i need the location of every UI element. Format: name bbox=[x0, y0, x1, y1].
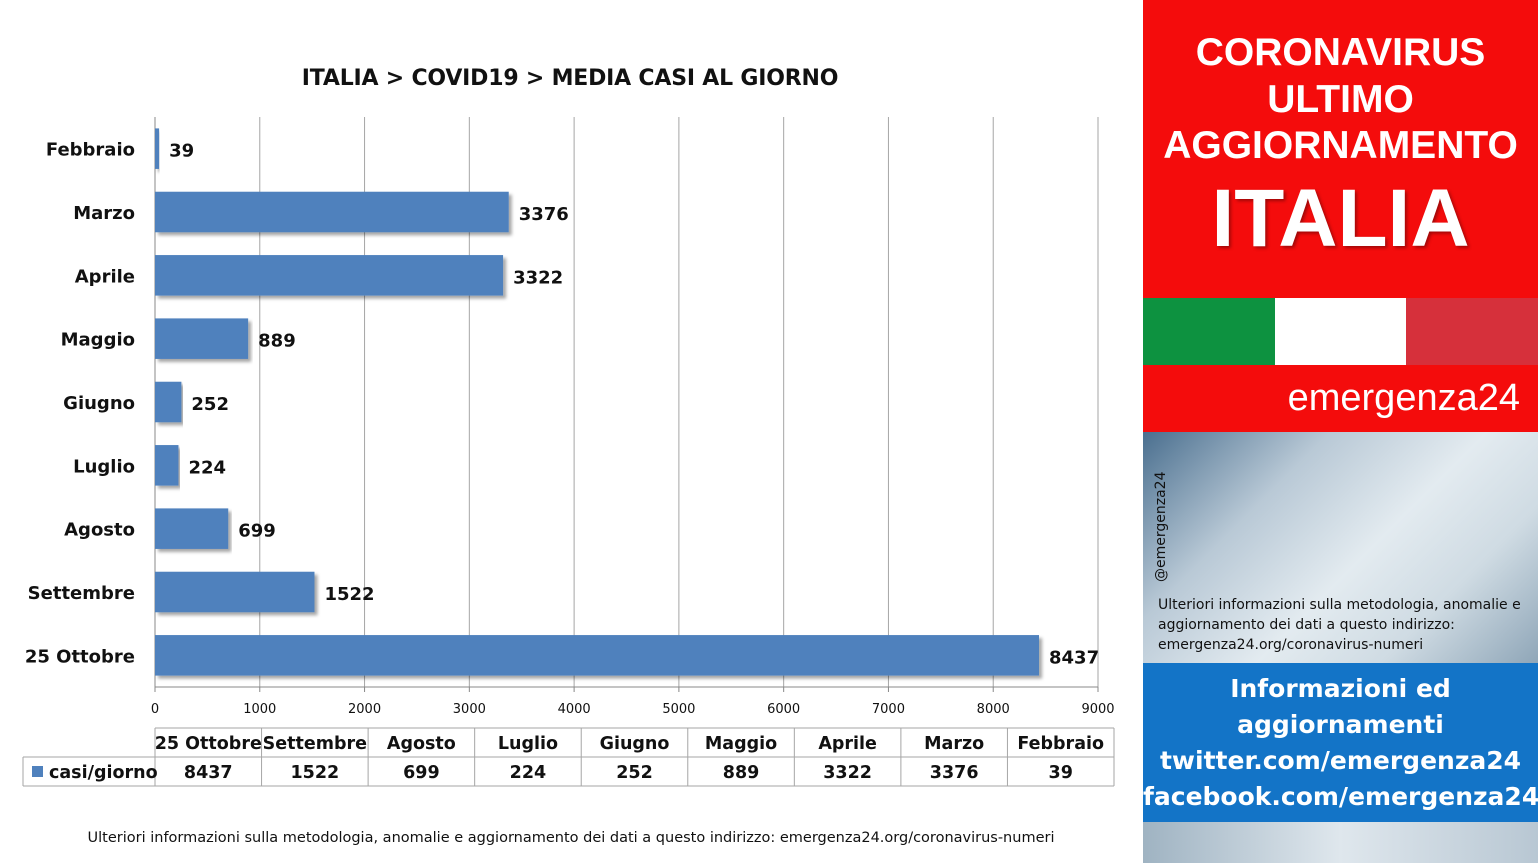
links-heading-2: aggiornamenti bbox=[1237, 710, 1444, 739]
table-value-cell: 3322 bbox=[823, 763, 872, 783]
bar bbox=[155, 635, 1040, 676]
x-tick-label: 3000 bbox=[453, 702, 486, 717]
facebook-link[interactable]: facebook.com/emergenza24 bbox=[1143, 782, 1538, 811]
table-header-cell: Maggio bbox=[705, 734, 777, 754]
info-text: Ulteriori informazioni sulla metodologia… bbox=[1158, 597, 1521, 653]
bar bbox=[155, 508, 229, 549]
table-value-cell: 1522 bbox=[290, 763, 339, 783]
bar bbox=[155, 255, 504, 296]
links-block: Informazioni ed aggiornamenti twitter.co… bbox=[1143, 663, 1538, 822]
table-header-cell: Settembre bbox=[263, 734, 367, 754]
category-label: Giugno bbox=[63, 393, 135, 414]
table-header-cell: Luglio bbox=[498, 734, 558, 754]
links-heading-1: Informazioni ed bbox=[1230, 674, 1451, 703]
table-value-cell: 889 bbox=[723, 763, 760, 783]
x-tick-label: 2000 bbox=[348, 702, 381, 717]
x-tick-label: 8000 bbox=[977, 702, 1010, 717]
data-label: 1522 bbox=[324, 584, 374, 605]
category-label: Settembre bbox=[28, 583, 135, 604]
social-handle: @emergenza24 bbox=[1153, 471, 1169, 583]
flag-stripe-red bbox=[1406, 298, 1538, 365]
header-line-3: AGGIORNAMENTO bbox=[1163, 124, 1518, 167]
x-tick-label: 5000 bbox=[662, 702, 695, 717]
table-value-cell: 699 bbox=[403, 763, 440, 783]
chart-title: ITALIA > COVID19 > MEDIA CASI AL GIORNO bbox=[301, 66, 839, 91]
x-tick-label: 9000 bbox=[1081, 702, 1114, 717]
country-title: ITALIA bbox=[1211, 173, 1470, 264]
category-label: Marzo bbox=[73, 203, 135, 224]
legend-swatch bbox=[32, 766, 43, 777]
data-label: 39 bbox=[169, 141, 194, 162]
bar bbox=[155, 381, 182, 423]
table-value-cell: 3376 bbox=[930, 763, 979, 783]
data-label: 889 bbox=[258, 331, 296, 352]
x-tick-label: 7000 bbox=[872, 702, 905, 717]
footer-note: Ulteriori informazioni sulla metodologia… bbox=[87, 830, 1055, 846]
brand-name: emergenza24 bbox=[1287, 377, 1520, 419]
table-header-cell: Giugno bbox=[600, 734, 670, 754]
data-label: 699 bbox=[238, 521, 276, 542]
header-line-1: CORONAVIRUS bbox=[1195, 31, 1486, 74]
x-tick-label: 1000 bbox=[243, 702, 276, 717]
twitter-link[interactable]: twitter.com/emergenza24 bbox=[1159, 746, 1522, 775]
category-label: Aprile bbox=[75, 266, 135, 287]
data-label: 8437 bbox=[1049, 647, 1099, 668]
bar-chart: 0 1000 2000 3000 4000 5000 6000 7000 8000 9000 Feb… bbox=[22, 117, 1115, 787]
bar bbox=[155, 445, 179, 486]
category-label: Febbraio bbox=[46, 140, 135, 161]
bar bbox=[155, 128, 160, 169]
info-panel: CORONAVIRUS ULTIMO AGGIORNAMENTO ITALIA … bbox=[1143, 0, 1538, 863]
data-label: 224 bbox=[188, 457, 226, 478]
table-value-cell: 39 bbox=[1049, 763, 1073, 783]
bar bbox=[155, 571, 315, 613]
bar bbox=[155, 318, 249, 359]
data-label: 252 bbox=[191, 394, 229, 415]
x-tick-label: 0 bbox=[151, 702, 159, 717]
category-label: Agosto bbox=[64, 520, 135, 541]
table-header-cell: Febbraio bbox=[1017, 734, 1104, 754]
table-header-cell: 25 Ottobre bbox=[155, 734, 262, 754]
italian-flag bbox=[1143, 298, 1538, 365]
category-label: Luglio bbox=[73, 456, 135, 477]
background-photo: @emergenza24 Ulteriori informazioni sull… bbox=[1143, 432, 1538, 663]
table-value-cell: 224 bbox=[510, 763, 547, 783]
data-label: 3376 bbox=[519, 204, 569, 225]
flag-stripe-green bbox=[1143, 298, 1275, 365]
table-header-cell: Aprile bbox=[818, 734, 877, 754]
brand-bar: emergenza24 bbox=[1143, 365, 1538, 432]
table-header-cell: Agosto bbox=[387, 734, 456, 754]
table-value-cell: 252 bbox=[616, 763, 653, 783]
flag-stripe-white bbox=[1274, 298, 1407, 365]
table-header-cell: Marzo bbox=[924, 734, 984, 754]
x-tick-label: 4000 bbox=[558, 702, 591, 717]
data-label: 3322 bbox=[513, 267, 563, 288]
bottom-photo bbox=[1143, 822, 1538, 863]
category-label: Maggio bbox=[61, 330, 135, 351]
header-block: CORONAVIRUS ULTIMO AGGIORNAMENTO ITALIA bbox=[1143, 0, 1538, 298]
x-tick-label: 6000 bbox=[767, 702, 800, 717]
legend-label: casi/giorno bbox=[49, 763, 158, 783]
bar bbox=[155, 191, 509, 233]
table-value-cell: 8437 bbox=[184, 763, 233, 783]
header-line-2: ULTIMO bbox=[1267, 78, 1414, 121]
category-label: 25 Ottobre bbox=[25, 646, 135, 667]
